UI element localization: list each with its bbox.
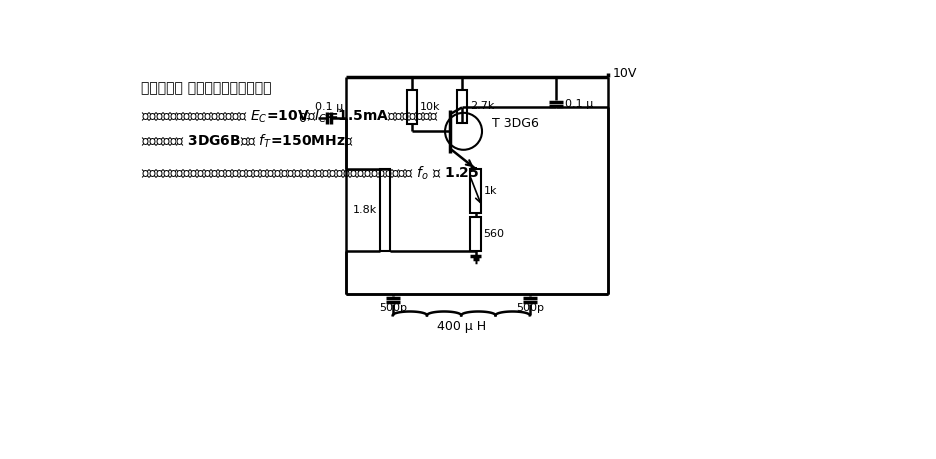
Text: 1.8k: 1.8k: [353, 205, 377, 215]
Text: T 3DG6: T 3DG6: [492, 117, 539, 130]
Text: 400 μ H: 400 μ H: [437, 319, 486, 333]
Text: 0-: 0-: [298, 112, 311, 125]
Text: 故本设计选用 3DG6B，其 $f_T$=150MHz。: 故本设计选用 3DG6B，其 $f_T$=150MHz。: [141, 133, 354, 151]
Text: 0.1 μ: 0.1 μ: [565, 99, 593, 109]
Text: 0.1 μ: 0.1 μ: [314, 102, 343, 112]
FancyBboxPatch shape: [406, 90, 417, 124]
Text: 560: 560: [484, 229, 505, 239]
FancyBboxPatch shape: [457, 90, 467, 123]
Text: 1k: 1k: [484, 186, 497, 196]
FancyBboxPatch shape: [471, 169, 481, 213]
FancyBboxPatch shape: [471, 217, 481, 252]
Text: 500p: 500p: [379, 302, 406, 313]
FancyBboxPatch shape: [380, 169, 390, 252]
Text: 2.7k: 2.7k: [470, 101, 494, 111]
Text: 500p: 500p: [516, 302, 544, 313]
Text: 主要根据管子的截止频率来选择，对固定频率的振荡器而言，振荡频率可达管子截止频率 $f_o$ 的 1.25: 主要根据管子的截止频率来选择，对固定频率的振荡器而言，振荡频率可达管子截止频率 …: [141, 165, 479, 182]
Text: 10V: 10V: [613, 67, 637, 80]
Text: 调整发射极 电阻、可使电路起振。: 调整发射极 电阻、可使电路起振。: [141, 82, 271, 95]
Text: 放大器电路按通常的方法设计，取 $E_C$=10V，$I_C$=1.5mA，算得电路参数: 放大器电路按通常的方法设计，取 $E_C$=10V，$I_C$=1.5mA，算得…: [141, 109, 438, 125]
Text: 10k: 10k: [419, 102, 440, 112]
